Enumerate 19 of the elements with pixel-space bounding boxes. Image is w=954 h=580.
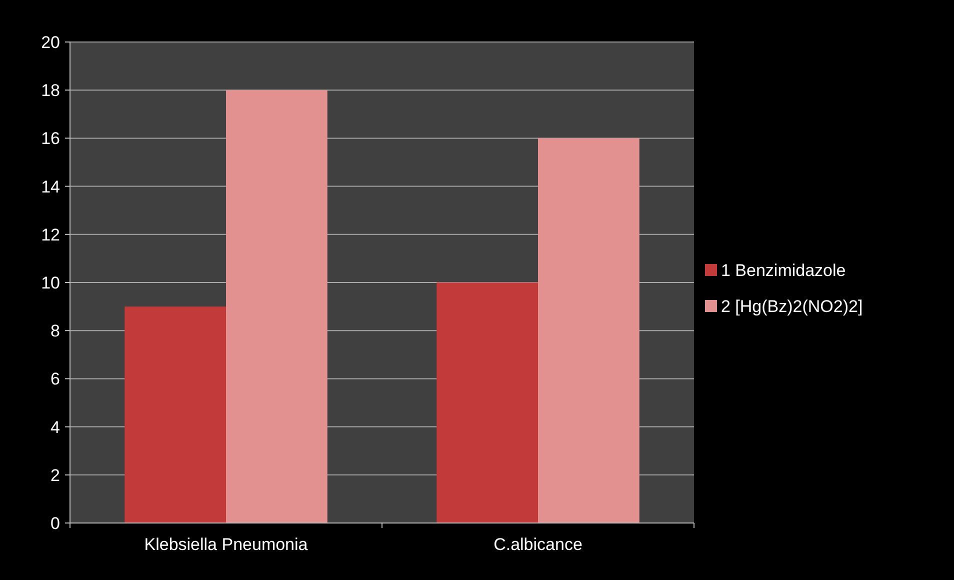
y-tick-label: 18	[41, 81, 60, 100]
y-tick-label: 14	[41, 177, 60, 196]
y-tick-label: 0	[50, 514, 60, 533]
x-tick-label: Klebsiella Pneumonia	[144, 535, 308, 554]
bar	[538, 138, 640, 523]
x-tick-label: C.albicance	[494, 535, 582, 554]
legend-label: 2 [Hg(Bz)2(NO2)2]	[721, 296, 863, 316]
y-tick-label: 10	[41, 273, 60, 292]
y-tick-label: 12	[41, 225, 60, 244]
bar	[124, 306, 226, 523]
bar	[436, 282, 538, 523]
bar	[226, 90, 328, 523]
y-tick-label: 8	[50, 322, 60, 341]
y-tick-label: 4	[50, 418, 60, 437]
legend-label: 1 Benzimidazole	[721, 260, 846, 280]
y-tick-label: 2	[50, 466, 60, 485]
y-tick-label: 20	[41, 32, 60, 52]
y-tick-label: 6	[50, 370, 60, 389]
y-tick-label: 16	[41, 129, 60, 148]
